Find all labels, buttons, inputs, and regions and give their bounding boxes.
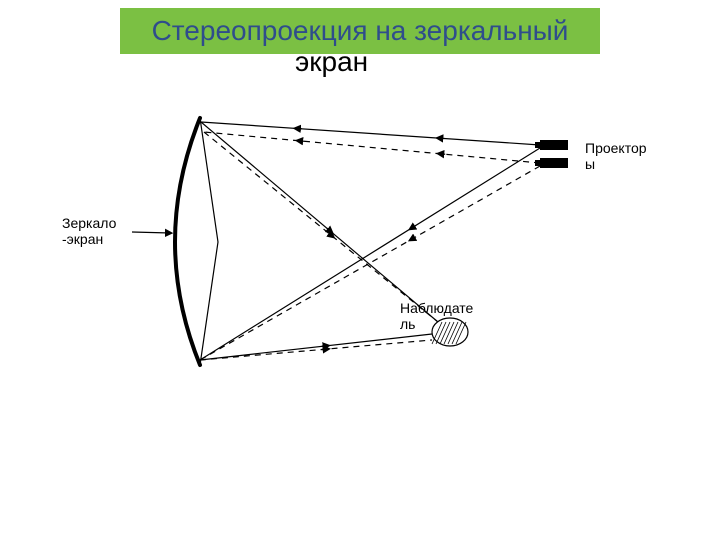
ray-5 bbox=[204, 132, 438, 322]
label-projectors: Проекторы bbox=[585, 140, 665, 172]
ray-0 bbox=[201, 122, 540, 145]
mirror-arc bbox=[175, 118, 200, 365]
ray-7 bbox=[200, 340, 432, 360]
label-mirror-screen: Зеркало-экран bbox=[62, 215, 142, 247]
projector-2 bbox=[540, 158, 568, 168]
label-observer: Наблюдатель bbox=[400, 300, 490, 332]
ray-1 bbox=[204, 132, 540, 163]
projector-1 bbox=[540, 140, 568, 150]
diagram-canvas bbox=[0, 0, 720, 540]
mirror-wedge-back bbox=[200, 118, 218, 365]
slide-stage: Стереопроекция на зеркальный экран Зерка… bbox=[0, 0, 720, 540]
